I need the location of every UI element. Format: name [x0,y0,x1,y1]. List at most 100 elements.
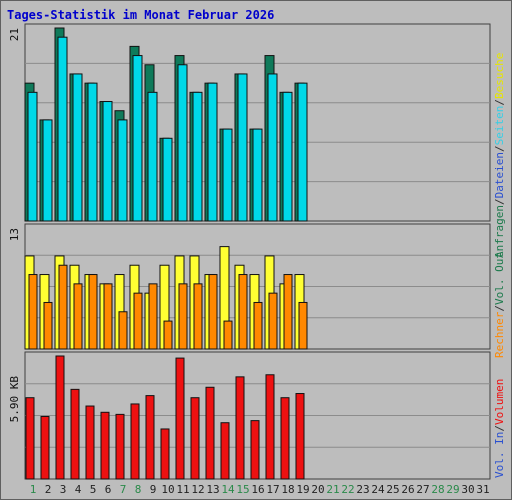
bar-dateien [72,73,83,222]
bar-volumen [85,405,95,480]
bar-dateien [297,82,308,222]
bar-dateien [102,101,113,222]
panel-volume: 5.90 KB [8,351,491,480]
x-tick-label: 27 [416,483,429,496]
panel-volume-bars [25,355,305,480]
x-tick-label: 20 [311,483,324,496]
legend-entry: Besuche [493,53,506,99]
panel-visits: 13 [8,223,491,350]
bar-rechner [193,283,203,350]
bar-dateien [207,82,218,222]
legend-entry: Vol. Out [493,252,506,305]
legend-entry: / [493,99,506,106]
legend-middle: Rechner/Vol. Out [493,252,506,358]
bar-volumen [160,428,170,480]
bar-rechner [103,283,113,350]
x-tick-label: 16 [251,483,264,496]
x-tick-label: 11 [176,483,189,496]
bar-rechner [253,301,263,350]
x-tick-label: 28 [431,483,444,496]
x-tick-label: 24 [371,483,385,496]
panel-hits: 21 [8,23,491,222]
bar-rechner [118,311,128,350]
bar-rechner [163,320,173,350]
x-tick-label: 22 [341,483,354,496]
bar-dateien [132,55,143,222]
bar-volumen [190,397,200,480]
legend-entry: / [493,425,506,432]
bar-volumen [205,386,215,480]
legend-entry: Anfragen [493,205,506,258]
bar-volumen [265,374,275,480]
bar-rechner [223,320,233,350]
bar-volumen [280,397,290,480]
panel-visits-bars [24,246,308,350]
legend-entry: Seiten [493,106,506,146]
bar-volumen [55,355,65,480]
bar-volumen [220,422,230,480]
x-tick-label: 2 [45,483,52,496]
x-tick-label: 5 [90,483,97,496]
x-tick-label: 8 [135,483,142,496]
bar-volumen [250,420,260,480]
x-tick-label: 26 [401,483,414,496]
panel-volume-max-label: 5.90 KB [8,376,21,423]
panel-hits-max-label: 21 [8,28,21,41]
bar-rechner [88,274,98,350]
bar-volumen [130,403,140,480]
x-tick-label: 15 [236,483,249,496]
x-tick-label: 7 [120,483,127,496]
x-tick-label: 9 [150,483,157,496]
bar-dateien [147,91,158,222]
x-tick-label: 13 [206,483,219,496]
x-tick-label: 12 [191,483,204,496]
bar-rechner [208,274,218,350]
legend-entry: Dateien [493,152,506,198]
x-tick-label: 19 [296,483,309,496]
legend-entry: Rechner [493,311,506,358]
bar-dateien [57,36,68,222]
x-tick-label: 4 [75,483,82,496]
x-tick-label: 17 [266,483,279,496]
x-tick-label: 23 [356,483,369,496]
panel-visits-max-label: 13 [8,228,21,241]
bar-dateien [252,128,263,222]
bar-dateien [267,73,278,222]
x-axis-tick-labels: 1 2 3 4 5 6 7 8 9 10 11 12 13 14 15 16 17 18 19 20 21 22 23 24 2… [30,483,490,496]
bar-rechner [43,301,53,350]
x-tick-label: 1 [30,483,37,496]
legend-entry: Vol. In [493,432,506,478]
bar-rechner [283,274,293,350]
bar-dateien [117,119,128,222]
bar-rechner [298,301,308,350]
x-tick-label: 6 [105,483,112,496]
bar-dateien [87,82,98,222]
bar-volumen [145,395,155,480]
bar-volumen [235,376,245,480]
bar-rechner [73,283,83,350]
bar-dateien [192,91,203,222]
panel-hits-bars [24,27,308,222]
bar-rechner [28,274,38,350]
bar-dateien [162,137,173,222]
bar-dateien [282,91,293,222]
x-tick-label: 25 [386,483,399,496]
chart-title: Tages-Statistik im Monat Februar 2026 [7,8,275,22]
legend-entry: / [493,145,506,152]
bar-dateien [27,91,38,222]
legend-bottom: Vol. In/Volumen [493,379,506,478]
bar-dateien [177,64,188,222]
x-tick-label: 31 [476,483,489,496]
bar-rechner [148,283,158,350]
x-tick-label: 14 [221,483,235,496]
bar-dateien [237,73,248,222]
bar-volumen [70,388,80,480]
x-tick-label: 30 [461,483,474,496]
x-tick-label: 10 [161,483,174,496]
bar-volumen [115,413,125,480]
bar-rechner [133,292,143,350]
x-tick-label: 18 [281,483,294,496]
bar-dateien [42,119,53,222]
bar-volumen [175,357,185,480]
